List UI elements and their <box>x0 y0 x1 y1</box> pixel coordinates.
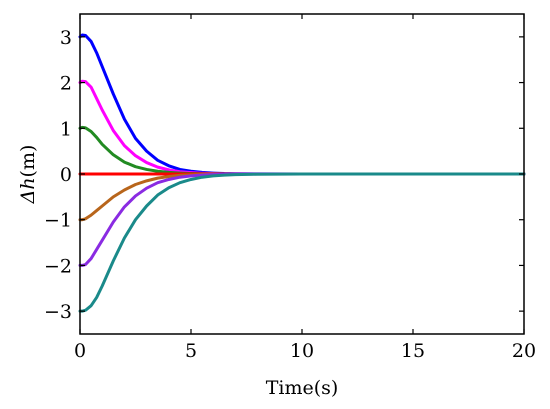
x-axis-label: Time(s) <box>266 377 339 399</box>
y-tick-label: 3 <box>60 27 72 49</box>
x-tick-label: 20 <box>512 340 536 362</box>
x-tick-label: 0 <box>74 340 86 362</box>
y-axis-label: Δh(m) <box>17 145 39 205</box>
x-tick-label: 15 <box>401 340 425 362</box>
y-tick-label: −3 <box>44 301 72 323</box>
y-axis-label-symbol: Δh <box>17 177 39 204</box>
series-line-2 <box>78 79 526 176</box>
series-line-1 <box>78 33 526 176</box>
x-tick-label: 10 <box>290 340 314 362</box>
series-line-6 <box>78 172 526 267</box>
y-tick-label: 2 <box>60 73 72 95</box>
y-tick-label: −1 <box>44 210 72 232</box>
x-tick-label: 5 <box>185 340 197 362</box>
y-tick-label: 1 <box>60 118 72 140</box>
series-line-7 <box>78 172 526 313</box>
series-line-5 <box>78 172 526 222</box>
y-axis-label-unit: (m) <box>17 145 39 178</box>
y-tick-label: −2 <box>44 255 72 277</box>
y-tick-label: 0 <box>60 164 72 186</box>
tick-layer: 0 5 10 15 20 −3 −2 −1 0 1 2 3 <box>44 14 536 362</box>
series-layer <box>78 33 526 313</box>
